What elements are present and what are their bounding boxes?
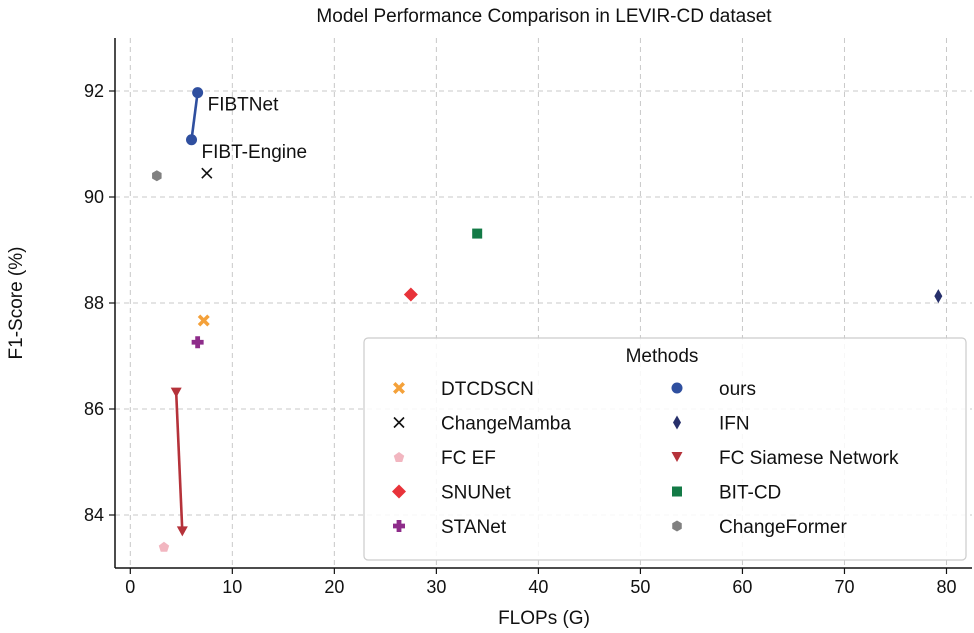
x-axis-label: FLOPs (G) xyxy=(498,608,590,629)
legend-label-ours: ours xyxy=(719,379,756,400)
fc-ef-point-0 xyxy=(158,541,170,552)
legend-label-bit-cd: BIT-CD xyxy=(719,483,781,504)
legend-marker-changemamba xyxy=(393,416,405,429)
legend-label-stanet: STANet xyxy=(441,517,507,538)
y-axis-label: F1-Score (%) xyxy=(6,247,27,360)
legend-marker-dtcdscn xyxy=(393,382,405,394)
x-tick-label: 0 xyxy=(125,577,135,597)
legend-label-fc-ef: FC EF xyxy=(441,448,496,469)
legend-box xyxy=(363,337,967,561)
x-tick-label: 20 xyxy=(324,577,344,597)
series-connector-lines xyxy=(174,92,199,532)
fc-siamese-network-line xyxy=(174,392,184,532)
ours-point-0 xyxy=(192,87,204,99)
legend-marker-changeformer xyxy=(672,520,682,532)
x-tick-label: 40 xyxy=(528,577,548,597)
legend-label-dtcdscn: DTCDSCN xyxy=(441,379,534,400)
annotation-fibtnet: FIBTNet xyxy=(208,95,279,116)
legend-marker-fc-ef xyxy=(393,452,405,462)
legend-marker-ifn xyxy=(673,415,681,430)
snunet-point-0 xyxy=(403,287,418,302)
legend-label-changemamba: ChangeMamba xyxy=(441,414,571,435)
stanet-point-0 xyxy=(191,336,204,349)
legend-label-fc-siamese-network: FC Siamese Network xyxy=(719,448,899,469)
legend-label-ifn: IFN xyxy=(719,414,750,435)
legend-marker-fc-siamese-network xyxy=(671,452,683,462)
y-tick-label: 88 xyxy=(84,293,104,313)
legend-marker-ours xyxy=(671,382,683,394)
ifn-point-0 xyxy=(934,289,943,304)
legend: Methods DTCDSCN ChangeMamba FC EF SNUNet STA… xyxy=(363,337,967,561)
changeformer-point-0 xyxy=(152,170,162,182)
changemamba-point-0 xyxy=(201,167,213,179)
x-tick-label: 60 xyxy=(732,577,752,597)
legend-items: DTCDSCN ChangeMamba FC EF SNUNet STANet ours I… xyxy=(392,379,899,538)
x-ticks: 0 10 20 30 40 50 60 70 80 xyxy=(125,568,957,597)
ours-point-1 xyxy=(186,134,198,146)
y-tick-label: 86 xyxy=(84,399,104,419)
legend-marker-bit-cd xyxy=(672,486,682,497)
dtcdscn-point-0 xyxy=(197,314,210,327)
ours-line xyxy=(190,92,199,140)
x-tick-label: 10 xyxy=(222,577,242,597)
x-tick-label: 50 xyxy=(630,577,650,597)
bit-cd-point-0 xyxy=(472,228,483,239)
annotation-fibt-engine: FIBT-Engine xyxy=(202,142,308,163)
fc-siamese-network-point-1 xyxy=(176,526,188,537)
legend-marker-stanet xyxy=(393,520,405,532)
x-tick-label: 70 xyxy=(834,577,854,597)
x-tick-label: 30 xyxy=(426,577,446,597)
legend-marker-snunet xyxy=(392,484,406,499)
y-tick-label: 90 xyxy=(84,187,104,207)
y-ticks: 84 86 88 90 92 xyxy=(84,81,115,525)
y-tick-label: 92 xyxy=(84,81,104,101)
legend-label-snunet: SNUNet xyxy=(441,483,511,504)
chart-title: Model Performance Comparison in LEVIR-CD… xyxy=(316,6,772,27)
point-annotations: FIBTNet FIBT-Engine xyxy=(202,95,308,163)
legend-title: Methods xyxy=(626,346,699,367)
fc-siamese-network-point-0 xyxy=(170,387,182,398)
data-markers xyxy=(152,87,943,552)
legend-label-changeformer: ChangeFormer xyxy=(719,517,847,538)
y-tick-label: 84 xyxy=(84,505,104,525)
x-tick-label: 80 xyxy=(936,577,956,597)
